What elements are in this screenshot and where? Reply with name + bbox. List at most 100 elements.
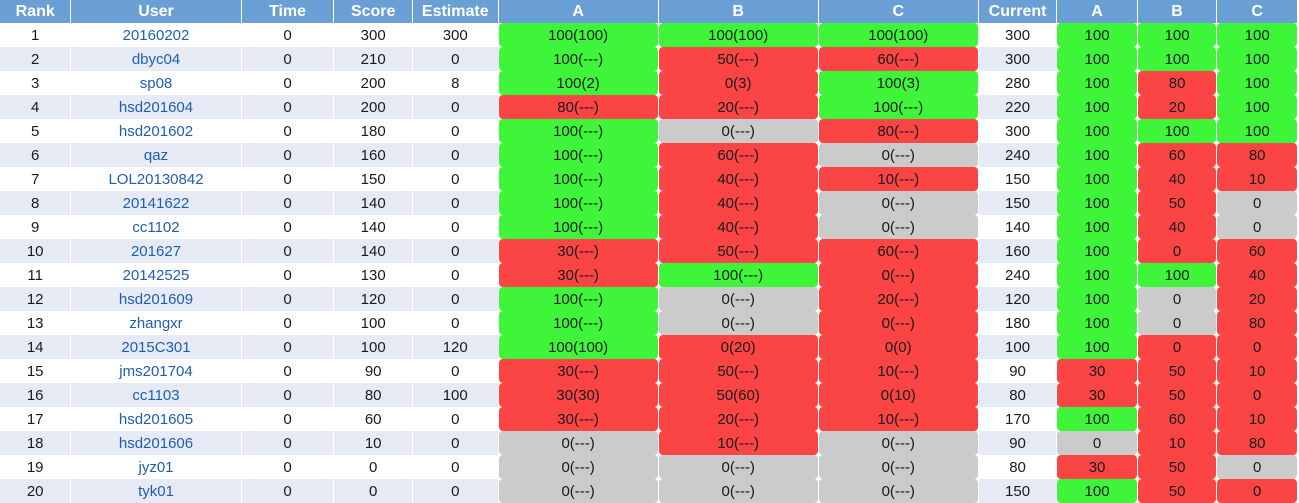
current-c-cell: 100: [1217, 47, 1297, 71]
problem-b-cell: 10(---): [658, 431, 818, 455]
current-c-cell: 10: [1217, 167, 1297, 191]
current-b-header[interactable]: B: [1137, 0, 1217, 23]
problem-b-cell: 50(---): [658, 239, 818, 263]
time-cell: 0: [241, 359, 334, 383]
current-cell: 240: [978, 263, 1057, 287]
rank-cell: 4: [0, 95, 71, 119]
score-cell: 140: [334, 215, 412, 239]
current-a-cell: 30: [1057, 455, 1137, 479]
current-b-cell: 0: [1137, 287, 1217, 311]
user-link[interactable]: qaz: [71, 143, 241, 167]
current-cell: 80: [978, 455, 1057, 479]
estimate-cell: 100: [412, 383, 498, 407]
time-cell: 0: [241, 239, 334, 263]
estimate-cell: 0: [412, 239, 498, 263]
problem-b-cell: 50(60): [658, 383, 818, 407]
problem-b-cell: 100(100): [658, 23, 818, 47]
user-link[interactable]: jyz01: [71, 455, 241, 479]
problem-c-cell: 0(---): [818, 263, 978, 287]
current-a-header[interactable]: A: [1057, 0, 1137, 23]
user-link[interactable]: jms201704: [71, 359, 241, 383]
current-a-cell: 0: [1057, 431, 1137, 455]
estimate-header[interactable]: Estimate: [412, 0, 498, 23]
problem-a-cell: 30(30): [498, 383, 658, 407]
problem-a-cell: 100(---): [498, 215, 658, 239]
user-link[interactable]: 20141622: [71, 191, 241, 215]
estimate-cell: 0: [412, 47, 498, 71]
rank-cell: 7: [0, 167, 71, 191]
user-link[interactable]: 2015C301: [71, 335, 241, 359]
current-b-cell: 60: [1137, 143, 1217, 167]
estimate-cell: 0: [412, 191, 498, 215]
user-link[interactable]: hsd201605: [71, 407, 241, 431]
problem-b-cell: 40(---): [658, 191, 818, 215]
current-b-cell: 50: [1137, 383, 1217, 407]
problem-a-cell: 100(---): [498, 191, 658, 215]
time-cell: 0: [241, 335, 334, 359]
problem-b-cell: 0(20): [658, 335, 818, 359]
current-c-header[interactable]: C: [1217, 0, 1297, 23]
score-header[interactable]: Score: [334, 0, 412, 23]
user-link[interactable]: LOL20130842: [71, 167, 241, 191]
rank-cell: 17: [0, 407, 71, 431]
user-link[interactable]: hsd201609: [71, 287, 241, 311]
current-c-cell: 100: [1217, 71, 1297, 95]
user-link[interactable]: zhangxr: [71, 311, 241, 335]
problem-b-cell: 20(---): [658, 407, 818, 431]
table-row: 2 dbyc04 0 210 0 100(---) 50(---) 60(---) 300 100…: [0, 47, 1297, 71]
estimate-cell: 0: [412, 359, 498, 383]
current-b-cell: 50: [1137, 455, 1217, 479]
problem-a-header[interactable]: A: [498, 0, 658, 23]
problem-c-header[interactable]: C: [818, 0, 978, 23]
score-cell: 200: [334, 95, 412, 119]
table-row: 4 hsd201604 0 200 0 80(---) 20(---) 100(---) 220…: [0, 95, 1297, 119]
problem-c-cell: 60(---): [818, 239, 978, 263]
user-link[interactable]: 201627: [71, 239, 241, 263]
table-row: 14 2015C301 0 100 120 100(100) 0(20) 0(0) 100 100…: [0, 335, 1297, 359]
current-a-cell: 30: [1057, 383, 1137, 407]
score-cell: 200: [334, 71, 412, 95]
problem-b-cell: 40(---): [658, 167, 818, 191]
current-b-cell: 0: [1137, 311, 1217, 335]
current-b-cell: 40: [1137, 167, 1217, 191]
current-a-cell: 100: [1057, 191, 1137, 215]
user-link[interactable]: 20142525: [71, 263, 241, 287]
problem-a-cell: 100(---): [498, 287, 658, 311]
problem-c-cell: 0(---): [818, 143, 978, 167]
user-link[interactable]: 20160202: [71, 23, 241, 47]
user-link[interactable]: cc1103: [71, 383, 241, 407]
user-link[interactable]: dbyc04: [71, 47, 241, 71]
current-c-cell: 0: [1217, 191, 1297, 215]
time-cell: 0: [241, 455, 334, 479]
current-b-cell: 40: [1137, 215, 1217, 239]
problem-c-cell: 100(3): [818, 71, 978, 95]
table-row: 16 cc1103 0 80 100 30(30) 50(60) 0(10) 80 30 50 0: [0, 383, 1297, 407]
current-cell: 240: [978, 143, 1057, 167]
user-header[interactable]: User: [71, 0, 241, 23]
current-a-cell: 100: [1057, 119, 1137, 143]
user-link[interactable]: hsd201606: [71, 431, 241, 455]
user-link[interactable]: cc1102: [71, 215, 241, 239]
rank-header[interactable]: Rank: [0, 0, 71, 23]
current-a-cell: 100: [1057, 407, 1137, 431]
current-a-cell: 100: [1057, 311, 1137, 335]
user-link[interactable]: sp08: [71, 71, 241, 95]
time-cell: 0: [241, 23, 334, 47]
rank-cell: 3: [0, 71, 71, 95]
time-header[interactable]: Time: [241, 0, 334, 23]
problem-c-cell: 80(---): [818, 119, 978, 143]
user-link[interactable]: hsd201602: [71, 119, 241, 143]
problem-a-cell: 100(---): [498, 143, 658, 167]
problem-b-header[interactable]: B: [658, 0, 818, 23]
current-cell: 150: [978, 191, 1057, 215]
user-link[interactable]: hsd201604: [71, 95, 241, 119]
current-c-cell: 100: [1217, 95, 1297, 119]
current-cell: 120: [978, 287, 1057, 311]
estimate-cell: 0: [412, 215, 498, 239]
score-cell: 160: [334, 143, 412, 167]
estimate-cell: 0: [412, 431, 498, 455]
score-cell: 10: [334, 431, 412, 455]
user-link[interactable]: tyk01: [71, 479, 241, 503]
current-header[interactable]: Current: [978, 0, 1057, 23]
time-cell: 0: [241, 263, 334, 287]
